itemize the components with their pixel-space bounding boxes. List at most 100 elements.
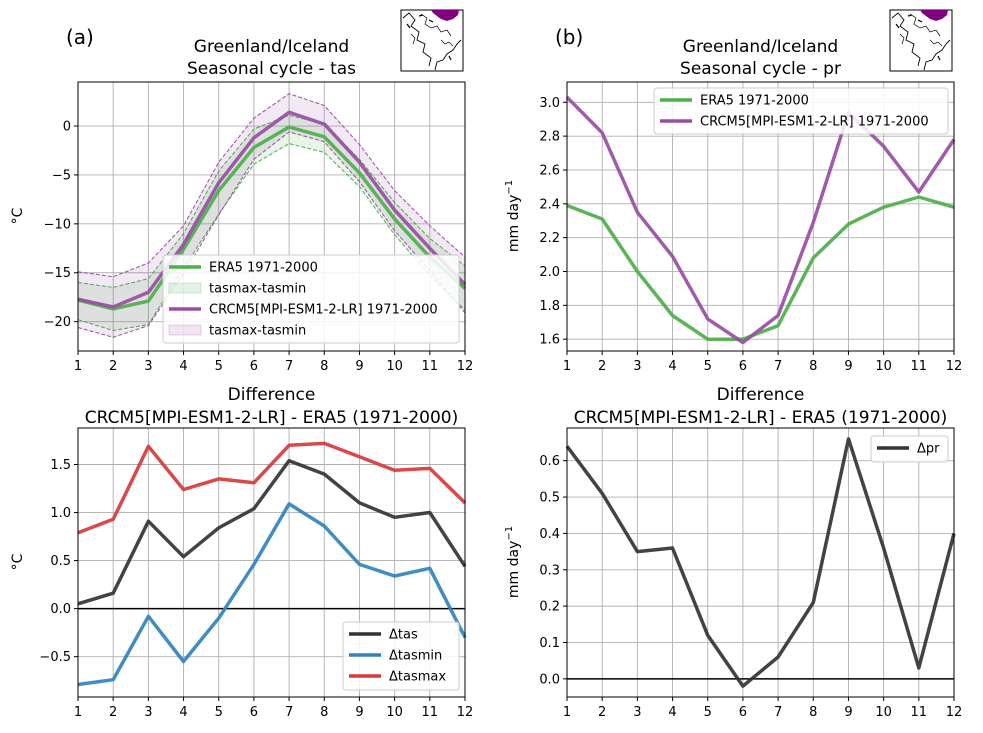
x-tick-label: 5: [704, 359, 712, 374]
legend: ERA5 1971-2000 CRCM5[MPI-ESM1-2-LR] 1971-…: [653, 87, 949, 135]
y-tick-label: 1.6: [539, 333, 560, 348]
inset-map-coastline: [402, 12, 462, 71]
y-axis-label: °C: [10, 553, 26, 570]
x-tick-label: 12: [946, 359, 963, 374]
chart-title: Greenland/Iceland: [683, 37, 838, 57]
x-tick-label: 2: [598, 359, 606, 374]
y-axis-label: mm day−1: [504, 180, 522, 252]
y-axis-label-exponent: −1: [504, 180, 515, 195]
series-line-0: [565, 437, 956, 688]
y-tick-label: 3.0: [539, 96, 560, 111]
axes-frame: [566, 427, 955, 698]
chart-pr: 1 2 3 4 5 6 7 8 9 10 11 121.61.82.02.22.42.62.83.0G…: [504, 9, 963, 374]
y-tick-label: 0.4: [539, 527, 560, 542]
x-tick-label: 4: [179, 359, 187, 374]
inset-map-region: [920, 10, 948, 21]
legend-label: CRCM5[MPI-ESM1-2-LR] 1971-2000: [209, 303, 438, 318]
y-tick-label: 2.0: [539, 265, 560, 280]
series-line-1: [77, 502, 467, 687]
x-tick-label: 5: [215, 705, 223, 720]
panel-label-a: (a): [66, 25, 94, 49]
x-tick-label: 5: [215, 359, 223, 374]
plots: 1 2 3 4 5 6 7 8 9 10 11 12−20−15−10−50Greenland/Ice…: [10, 9, 963, 720]
y-tick-label: −5: [52, 168, 71, 183]
x-tick-label: 2: [109, 359, 117, 374]
chart-tas: 1 2 3 4 5 6 7 8 9 10 11 12−20−15−10−50Greenland/Ice…: [10, 9, 474, 374]
legend-label: Δtas: [389, 628, 418, 643]
x-tick-label: 6: [739, 705, 747, 720]
x-tick-label: 9: [844, 359, 852, 374]
x-tick-label: 10: [875, 359, 892, 374]
y-tick-label: −0.5: [39, 650, 71, 665]
x-tick-label: 11: [422, 705, 439, 720]
x-tick-label: 6: [739, 359, 747, 374]
x-tick-label: 11: [422, 359, 439, 374]
x-tick-label: 4: [179, 705, 187, 720]
chart-title: Greenland/Iceland: [194, 37, 349, 57]
y-tick-label: 0.0: [50, 602, 71, 617]
legend-label: ERA5 1971-2000: [700, 94, 809, 109]
y-tick-label: −15: [44, 266, 71, 281]
band-edge-1: [77, 93, 466, 278]
y-tick-label: 0.6: [539, 454, 560, 469]
x-tick-label: 9: [355, 705, 363, 720]
x-tick-label: 12: [457, 359, 474, 374]
x-tick-label: 4: [668, 705, 676, 720]
x-tick-label: 10: [386, 705, 403, 720]
x-tick-label: 9: [355, 359, 363, 374]
x-tick-label: 8: [320, 359, 328, 374]
y-tick-label: 2.6: [539, 163, 560, 178]
x-tick-label: 3: [144, 705, 152, 720]
series-line-2: [77, 441, 467, 535]
x-tick-label: 1: [563, 705, 571, 720]
x-tick-label: 1: [563, 359, 571, 374]
x-tick-label: 9: [844, 705, 852, 720]
inset-map-region: [431, 10, 459, 21]
x-tick-label: 2: [598, 705, 606, 720]
series-line-0: [566, 195, 955, 341]
legend-frame: [870, 435, 949, 463]
x-tick-label: 11: [911, 359, 928, 374]
y-tick-label: 0: [63, 120, 71, 135]
y-tick-label: 2.8: [539, 130, 560, 145]
legend-label: CRCM5[MPI-ESM1-2-LR] 1971-2000: [700, 115, 929, 130]
x-tick-label: 7: [774, 705, 782, 720]
panel-label-b: (b): [555, 25, 583, 49]
x-tick-label: 1: [74, 359, 82, 374]
x-tick-label: 1: [74, 705, 82, 720]
x-tick-label: 12: [457, 705, 474, 720]
x-tick-label: 4: [668, 359, 676, 374]
chart-title: Difference: [228, 385, 316, 405]
series-line-0: [77, 125, 467, 311]
band-edge-1: [77, 131, 466, 338]
series-line-0: [77, 458, 467, 606]
series-line-1: [565, 95, 956, 345]
x-tick-label: 3: [144, 359, 152, 374]
legend-frame: [653, 87, 949, 135]
x-tick-label: 5: [704, 705, 712, 720]
y-tick-label: 0.0: [539, 672, 560, 687]
chart-title: Seasonal cycle - pr: [680, 59, 841, 79]
legend-label: ERA5 1971-2000: [209, 261, 318, 276]
y-tick-label: 0.2: [539, 600, 560, 615]
inset-map: [400, 9, 464, 72]
axes-frame: [77, 427, 466, 698]
y-tick-label: 0.5: [539, 491, 560, 506]
legend-label: tasmax-tasmin: [209, 282, 306, 297]
x-tick-label: 6: [250, 359, 258, 374]
legend-label: tasmax-tasmin: [209, 324, 306, 339]
x-tick-label: 2: [109, 705, 117, 720]
inset-map-frame: [400, 9, 464, 72]
grid: [566, 428, 955, 697]
y-axis-label-exponent: −1: [504, 526, 515, 541]
x-tick-label: 10: [386, 359, 403, 374]
y-tick-label: 1.0: [50, 506, 71, 521]
axes-frame: [566, 81, 955, 352]
legend: Δtas Δtasmin Δtasmax: [342, 621, 460, 691]
y-tick-label: 2.2: [539, 231, 560, 246]
x-tick-label: 6: [250, 705, 258, 720]
inset-map-islands: [406, 14, 452, 61]
y-tick-label: 1.8: [539, 299, 560, 314]
inset-map: [889, 9, 953, 72]
